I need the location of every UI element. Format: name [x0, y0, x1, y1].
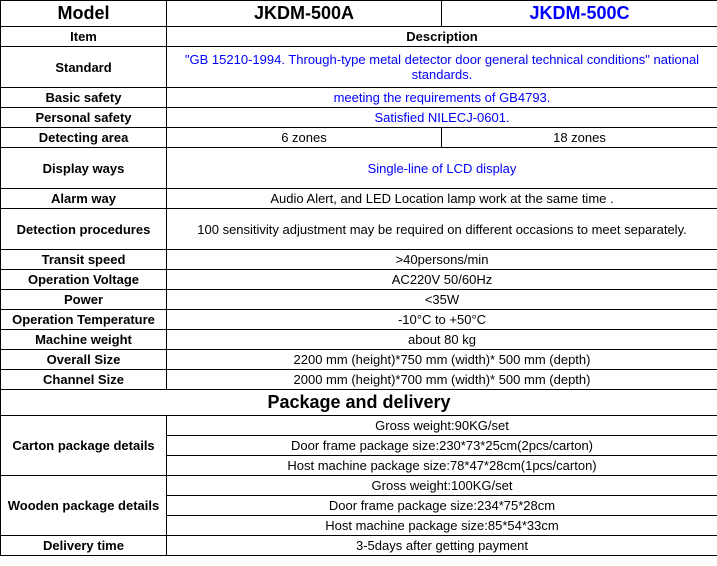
weight-label: Machine weight [1, 330, 167, 350]
wooden-host: Host machine package size:85*54*33cm [167, 516, 717, 536]
carton-gross: Gross weight:90KG/set [167, 416, 717, 436]
power-value: <35W [167, 290, 717, 310]
display-value: Single-line of LCD display [167, 148, 717, 189]
detecting-area-label: Detecting area [1, 128, 167, 148]
channel-value: 2000 mm (height)*700 mm (width)* 500 mm … [167, 370, 717, 390]
detecting-area-row: Detecting area 6 zones 18 zones [1, 128, 717, 148]
overall-label: Overall Size [1, 350, 167, 370]
voltage-row: Operation Voltage AC220V 50/60Hz [1, 270, 717, 290]
temp-value: -10°C to +50°C [167, 310, 717, 330]
item-row: Item Description [1, 27, 717, 47]
detection-proc-value: 100 sensitivity adjustment may be requir… [167, 209, 717, 250]
header-row: Model JKDM-500A JKDM-500C [1, 1, 717, 27]
alarm-row: Alarm way Audio Alert, and LED Location … [1, 189, 717, 209]
power-label: Power [1, 290, 167, 310]
personal-safety-value: Satisfied NILECJ-0601. [167, 108, 717, 128]
weight-row: Machine weight about 80 kg [1, 330, 717, 350]
alarm-value: Audio Alert, and LED Location lamp work … [167, 189, 717, 209]
personal-safety-row: Personal safety Satisfied NILECJ-0601. [1, 108, 717, 128]
voltage-value: AC220V 50/60Hz [167, 270, 717, 290]
alarm-label: Alarm way [1, 189, 167, 209]
carton-r1: Carton package details Gross weight:90KG… [1, 416, 717, 436]
standard-value: "GB 15210-1994. Through-type metal detec… [167, 47, 717, 88]
delivery-label: Delivery time [1, 536, 167, 556]
temp-row: Operation Temperature -10°C to +50°C [1, 310, 717, 330]
detection-proc-row: Detection procedures 100 sensitivity adj… [1, 209, 717, 250]
transit-label: Transit speed [1, 250, 167, 270]
voltage-label: Operation Voltage [1, 270, 167, 290]
model-a-header: JKDM-500A [167, 1, 442, 27]
wooden-label: Wooden package details [1, 476, 167, 536]
carton-host: Host machine package size:78*47*28cm(1pc… [167, 456, 717, 476]
carton-label: Carton package details [1, 416, 167, 476]
personal-safety-label: Personal safety [1, 108, 167, 128]
temp-label: Operation Temperature [1, 310, 167, 330]
package-section-row: Package and delivery [1, 390, 717, 416]
model-header: Model [1, 1, 167, 27]
delivery-row: Delivery time 3-5days after getting paym… [1, 536, 717, 556]
detection-proc-label: Detection procedures [1, 209, 167, 250]
weight-value: about 80 kg [167, 330, 717, 350]
wooden-r1: Wooden package details Gross weight:100K… [1, 476, 717, 496]
transit-row: Transit speed >40persons/min [1, 250, 717, 270]
basic-safety-value: meeting the requirements of GB4793. [167, 88, 717, 108]
basic-safety-label: Basic safety [1, 88, 167, 108]
wooden-frame: Door frame package size:234*75*28cm [167, 496, 717, 516]
channel-row: Channel Size 2000 mm (height)*700 mm (wi… [1, 370, 717, 390]
spec-table: Model JKDM-500A JKDM-500C Item Descripti… [0, 0, 717, 556]
standard-row: Standard "GB 15210-1994. Through-type me… [1, 47, 717, 88]
delivery-value: 3-5days after getting payment [167, 536, 717, 556]
detecting-area-a: 6 zones [167, 128, 442, 148]
item-label: Item [1, 27, 167, 47]
overall-value: 2200 mm (height)*750 mm (width)* 500 mm … [167, 350, 717, 370]
overall-row: Overall Size 2200 mm (height)*750 mm (wi… [1, 350, 717, 370]
model-c-header: JKDM-500C [442, 1, 717, 27]
standard-label: Standard [1, 47, 167, 88]
description-label: Description [167, 27, 717, 47]
power-row: Power <35W [1, 290, 717, 310]
carton-frame: Door frame package size:230*73*25cm(2pcs… [167, 436, 717, 456]
display-label: Display ways [1, 148, 167, 189]
detecting-area-c: 18 zones [442, 128, 717, 148]
transit-value: >40persons/min [167, 250, 717, 270]
wooden-gross: Gross weight:100KG/set [167, 476, 717, 496]
package-section: Package and delivery [1, 390, 717, 416]
basic-safety-row: Basic safety meeting the requirements of… [1, 88, 717, 108]
channel-label: Channel Size [1, 370, 167, 390]
display-row: Display ways Single-line of LCD display [1, 148, 717, 189]
